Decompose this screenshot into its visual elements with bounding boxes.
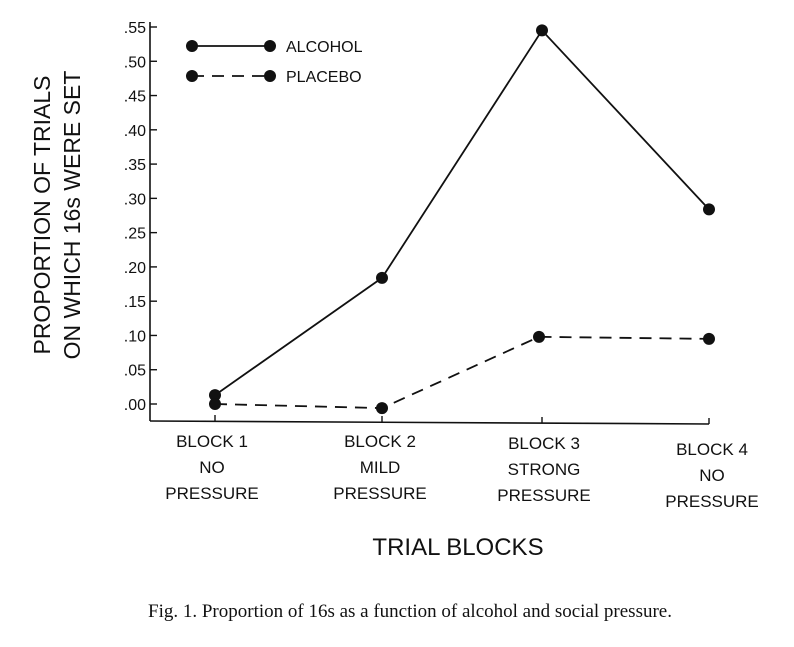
y-tick-label: .45 (124, 89, 146, 106)
data-point (376, 402, 388, 415)
series-alcohol (209, 24, 715, 402)
y-tick-label: .25 (124, 226, 146, 243)
x-tick-label-line: BLOCK 2 (344, 432, 416, 451)
x-tick-label-line: PRESSURE (165, 484, 259, 503)
y-axis-label: PROPORTION OF TRIALS ON WHICH 16s WERE S… (29, 71, 85, 360)
y-tick-label: .20 (124, 260, 146, 277)
x-axis-label: TRIAL BLOCKS (372, 534, 543, 561)
x-tick-label-line: MILD (360, 458, 401, 477)
x-tick-label-line: PRESSURE (665, 492, 759, 511)
data-point (376, 271, 388, 284)
y-tick-label: .30 (124, 191, 146, 208)
data-point (533, 330, 545, 343)
legend-label: PLACEBO (286, 69, 362, 86)
data-point (209, 398, 221, 410)
legend-marker (264, 40, 276, 52)
x-tick-label-line: STRONG (508, 460, 581, 479)
x-tick-label-line: NO (199, 458, 225, 477)
legend-marker (264, 70, 276, 82)
y-tick-label: .05 (124, 363, 146, 380)
x-tick-label-line: PRESSURE (333, 484, 427, 503)
x-tick-label: BLOCK 3 STRONG PRESSURE (497, 434, 591, 505)
data-point (703, 203, 715, 216)
y-axis-label-line-2: ON WHICH 16s WERE SET (59, 71, 85, 360)
series-line (214, 335, 710, 410)
y-tick-label: .35 (124, 157, 146, 174)
series-layer (209, 24, 715, 415)
x-tick-label-line: BLOCK 1 (176, 432, 248, 451)
data-point (703, 332, 715, 345)
x-tick-label: BLOCK 2 MILD PRESSURE (333, 432, 427, 503)
y-tick-label: .40 (124, 123, 146, 140)
figure-caption: Fig. 1. Proportion of 16s as a function … (148, 601, 672, 622)
y-tick-label: .55 (124, 20, 146, 37)
x-tick-label-line: NO (699, 466, 725, 485)
legend-label: ALCOHOL (286, 39, 363, 56)
series-line (214, 28, 710, 396)
y-axis-label-line-1: PROPORTION OF TRIALS (29, 75, 55, 354)
x-tick-label-line: PRESSURE (497, 486, 591, 505)
y-tick-label: .10 (124, 328, 146, 345)
data-point (536, 24, 548, 37)
legend-entry-placebo: PLACEBO (186, 69, 362, 86)
legend-entry-alcohol: ALCOHOL (186, 39, 363, 56)
legend-marker (186, 70, 198, 82)
y-tick-label: .15 (124, 294, 146, 311)
y-tick-label: .50 (124, 54, 146, 71)
x-axis-line (149, 420, 710, 425)
y-axis: .00 .05 .10 .15 .20 .25 .30 .35 .40 .45 .50 .55 (124, 20, 157, 421)
legend-marker (186, 40, 198, 52)
x-tick-label-line: BLOCK 4 (676, 440, 748, 459)
x-tick-label-line: BLOCK 3 (508, 434, 580, 453)
y-tick-label: .00 (124, 397, 146, 414)
x-tick-label: BLOCK 4 NO PRESSURE (665, 440, 759, 511)
data-point (209, 389, 221, 402)
x-tick-label: BLOCK 1 NO PRESSURE (165, 432, 259, 503)
series-placebo (209, 330, 715, 415)
legend: ALCOHOL PLACEBO (186, 39, 363, 86)
